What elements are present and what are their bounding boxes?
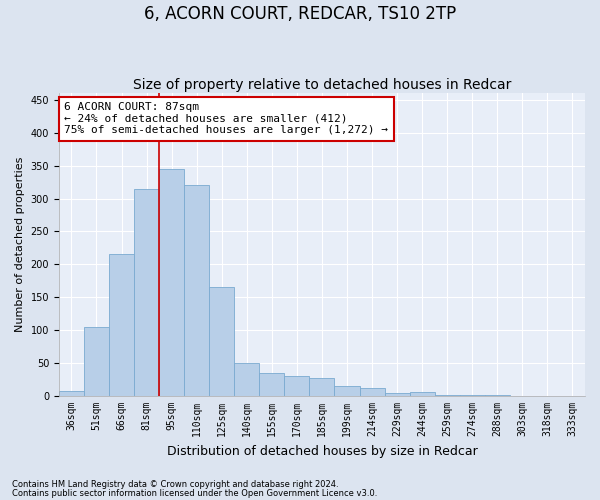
Bar	[334, 386, 359, 396]
Text: 6, ACORN COURT, REDCAR, TS10 2TP: 6, ACORN COURT, REDCAR, TS10 2TP	[144, 5, 456, 23]
X-axis label: Distribution of detached houses by size in Redcar: Distribution of detached houses by size …	[167, 444, 478, 458]
Text: 6 ACORN COURT: 87sqm
← 24% of detached houses are smaller (412)
75% of semi-deta: 6 ACORN COURT: 87sqm ← 24% of detached h…	[64, 102, 388, 136]
Bar	[84, 327, 109, 396]
Text: Contains HM Land Registry data © Crown copyright and database right 2024.: Contains HM Land Registry data © Crown c…	[12, 480, 338, 489]
Bar	[234, 363, 259, 396]
Bar	[434, 394, 460, 396]
Bar	[109, 254, 134, 396]
Title: Size of property relative to detached houses in Redcar: Size of property relative to detached ho…	[133, 78, 511, 92]
Bar	[134, 188, 159, 396]
Bar	[209, 288, 234, 396]
Bar	[284, 376, 310, 396]
Bar	[59, 391, 84, 396]
Bar	[159, 169, 184, 396]
Bar	[359, 388, 385, 396]
Text: Contains public sector information licensed under the Open Government Licence v3: Contains public sector information licen…	[12, 488, 377, 498]
Bar	[385, 393, 410, 396]
Y-axis label: Number of detached properties: Number of detached properties	[15, 157, 25, 332]
Bar	[259, 373, 284, 396]
Bar	[184, 186, 209, 396]
Bar	[310, 378, 334, 396]
Bar	[410, 392, 434, 396]
